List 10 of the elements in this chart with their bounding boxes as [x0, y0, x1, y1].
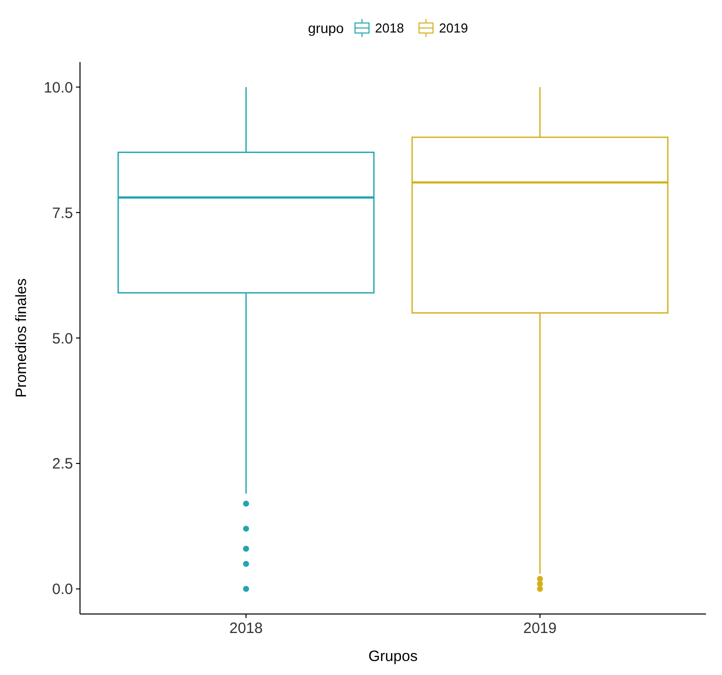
y-tick-label: 10.0 [44, 79, 73, 96]
legend-label: 2019 [439, 20, 468, 36]
y-tick-label: 7.5 [52, 204, 73, 222]
x-axis-title: Grupos [368, 648, 418, 665]
legend-title: grupo [308, 20, 344, 36]
y-tick-label: 5.0 [52, 330, 73, 348]
legend-label: 2018 [375, 20, 404, 36]
y-axis-title: Promedios finales [13, 278, 30, 398]
y-tick-label: 2.5 [52, 456, 73, 473]
y-tick-label: 0.0 [52, 581, 73, 598]
